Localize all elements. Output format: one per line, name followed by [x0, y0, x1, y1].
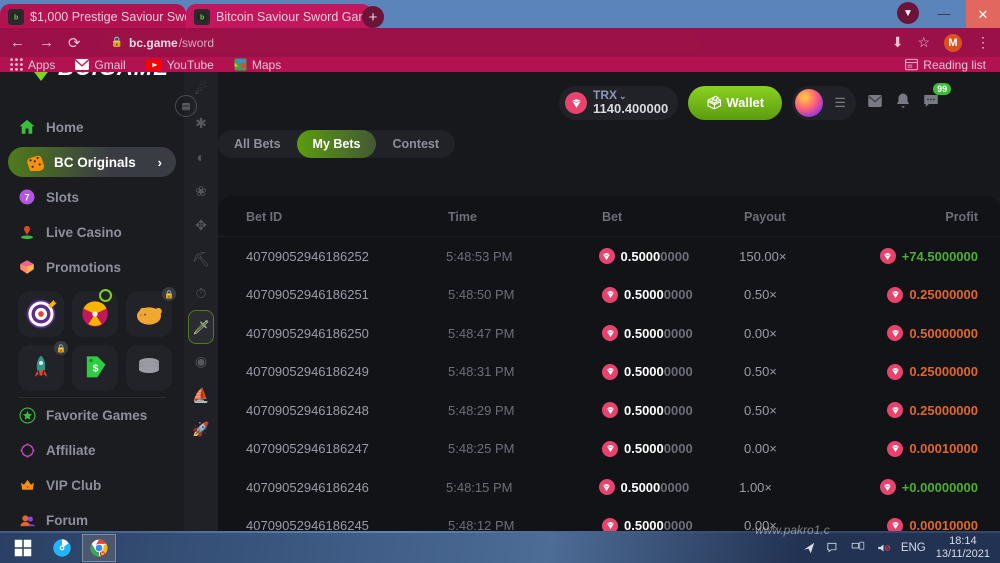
svg-text:b: b — [14, 14, 18, 21]
svg-text:$: $ — [93, 363, 99, 375]
svg-text:7: 7 — [24, 192, 29, 202]
svg-text:M: M — [101, 552, 104, 556]
svg-text:b: b — [200, 14, 204, 21]
